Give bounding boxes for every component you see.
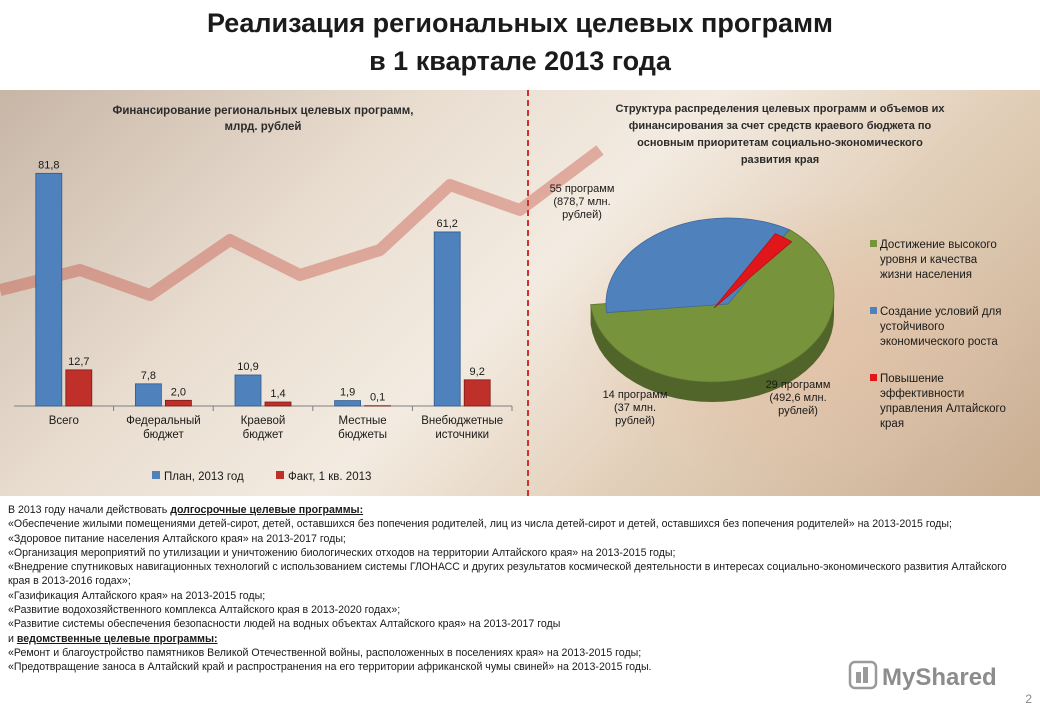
departmental-programs-link: ведомственные целевые программы: (16, 632, 218, 645)
pie-chart-title: финансирования за счет средств краевого … (629, 120, 932, 132)
departmental-program-item: «Предотвращение заноса в Алтайский край … (8, 661, 652, 674)
bar-category-label: бюджет (143, 429, 184, 441)
program-item: «Внедрение спутниковых навигационных тех… (8, 561, 1007, 588)
program-item: «Развитие водохозяйственного комплекса А… (8, 604, 401, 617)
bar-category-label: Федеральный (126, 415, 201, 427)
bar-fact (463, 379, 491, 407)
intro-line: В 2013 году начали действовать долгосроч… (8, 503, 1030, 517)
bar-category-label: Всего (49, 415, 79, 427)
pie-legend-swatch (870, 374, 877, 381)
pie-data-label: рублей) (562, 209, 602, 221)
pie-data-label: (878,7 млн. (553, 196, 610, 208)
bar-data-label: 61,2 (436, 218, 457, 230)
program-item: «Организация мероприятий по утилизации и… (8, 546, 676, 559)
bar-fact (264, 401, 292, 407)
pie-legend-swatch (870, 240, 877, 247)
program-item: «Газификация Алтайского края» на 2013-20… (8, 589, 266, 602)
departmental-program-item: «Ремонт и благоустройство памятников Вел… (8, 646, 642, 659)
bar-data-label: 81,8 (38, 159, 59, 171)
background-trend-arrow (0, 145, 604, 301)
bar-data-label: 7,8 (141, 370, 156, 382)
bar-category-label: бюджеты (338, 429, 387, 441)
pie-chart-title: развития края (741, 154, 819, 166)
pie-data-label: 29 программ (766, 379, 831, 391)
pie-legend-label: края (880, 418, 904, 430)
bar-plan (334, 400, 362, 407)
departmental-programs-list: «Ремонт и благоустройство памятников Вел… (8, 646, 1030, 675)
slide-title: Реализация региональных целевых программ… (0, 4, 1040, 80)
pie-legend-label: Повышение (880, 373, 944, 385)
bar-data-label: 12,7 (68, 356, 89, 368)
pie-legend-label: эффективности (880, 388, 964, 400)
program-item: «Обеспечение жилыми помещениями детей-си… (8, 518, 952, 531)
dept-line: и ведомственные целевые программы: (8, 632, 1030, 646)
pie-data-label: рублей) (778, 405, 818, 417)
programs-text-block: В 2013 году начали действовать долгосроч… (8, 503, 1030, 675)
long-term-programs-link: долгосрочные целевые программы: (170, 504, 364, 516)
bar-data-label: 9,2 (470, 366, 485, 378)
pie-legend-swatch (870, 307, 877, 314)
pie-chart: Структура распределения целевых программ… (550, 103, 1006, 430)
panel-divider (527, 90, 529, 496)
bar-plan (35, 172, 63, 407)
bar-category-label: Краевой (241, 415, 286, 427)
pie-legend-label: устойчивого (880, 321, 944, 333)
dept-prefix: и (8, 632, 17, 645)
bar-chart-title: млрд. рублей (225, 121, 302, 133)
pie-legend-label: Создание условий для (880, 306, 1001, 318)
pie-data-label: (492,6 млн. (769, 392, 826, 404)
bar-category-label: Внебюджетные (421, 415, 503, 427)
bar-fact (164, 399, 192, 407)
watermark-text: MyShared (882, 664, 997, 691)
pie-slice (605, 217, 790, 314)
bar-chart: Финансирование региональных целевых прог… (14, 105, 513, 483)
page-number: 2 (1025, 692, 1032, 706)
bar-chart-title: Финансирование региональных целевых прог… (113, 105, 414, 117)
program-item: «Развитие системы обеспечения безопаснос… (8, 618, 561, 631)
pie-legend-label: управления Алтайского (880, 403, 1006, 415)
legend-label: Факт, 1 кв. 2013 (288, 471, 371, 483)
pie-data-label: 55 программ (550, 183, 615, 195)
bar-plan (234, 374, 262, 407)
pie-slice (713, 233, 793, 309)
long-term-programs-list: «Обеспечение жилыми помещениями детей-си… (8, 517, 1030, 631)
pie-legend-label: уровня и качества (880, 254, 978, 266)
title-line-1: Реализация региональных целевых программ (206, 8, 834, 38)
pie-legend-label: жизни населения (880, 269, 972, 281)
bar-plan (134, 383, 162, 407)
bar-data-label: 2,0 (171, 386, 186, 398)
myshared-logo-icon (848, 660, 878, 690)
myshared-watermark: MyShared (848, 656, 1018, 696)
pie-chart-title: Структура распределения целевых программ… (615, 103, 945, 115)
title-line-2: в 1 квартале 2013 года (369, 46, 671, 76)
program-item: «Здоровое питание населения Алтайского к… (8, 532, 346, 545)
legend-swatch (276, 471, 284, 479)
bar-fact (65, 369, 93, 407)
legend-label: План, 2013 год (164, 471, 244, 483)
bar-data-label: 10,9 (237, 361, 258, 373)
pie-legend-label: экономического роста (880, 336, 998, 348)
pie-data-label: рублей) (615, 415, 655, 427)
pie-data-label: 14 программ (603, 389, 668, 401)
bar-category-label: Местные (339, 415, 387, 427)
pie-slice (590, 229, 835, 383)
bar-data-label: 1,4 (270, 388, 285, 400)
bar-plan (433, 231, 461, 407)
pie-data-label: (37 млн. (614, 402, 656, 414)
bar-category-label: бюджет (243, 429, 284, 441)
bar-data-label: 0,1 (370, 392, 385, 404)
pie-slice-side (590, 296, 834, 402)
bar-category-label: источники (435, 429, 489, 441)
bar-data-label: 1,9 (340, 387, 355, 399)
pie-chart-title: основным приоритетам социально-экономиче… (637, 137, 923, 149)
intro-prefix: В 2013 году начали действовать (8, 504, 171, 516)
pie-legend-label: Достижение высокого (880, 239, 997, 251)
legend-swatch (152, 471, 160, 479)
